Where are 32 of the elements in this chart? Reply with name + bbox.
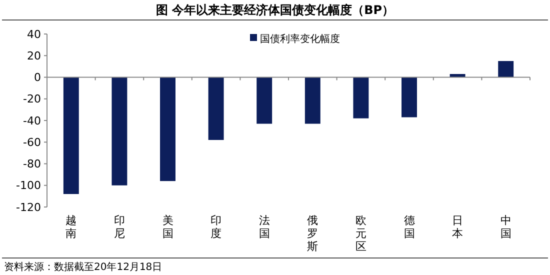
bar xyxy=(304,77,320,124)
x-tick-label: 越南 xyxy=(66,214,77,240)
bar xyxy=(498,61,514,78)
text: 资料来源：数据截至20年12月18日 xyxy=(4,261,162,273)
x-tick-label: 中国 xyxy=(500,214,512,240)
legend-label: 国债利率变化幅度 xyxy=(260,33,340,45)
x-tick-label: 日本 xyxy=(452,214,464,240)
bar xyxy=(450,74,466,78)
y-tick-label: 20 xyxy=(27,49,41,62)
bar xyxy=(208,77,224,140)
x-tick-label: 印度 xyxy=(210,214,222,240)
bar xyxy=(112,77,128,186)
y-tick-label: -80 xyxy=(23,158,41,171)
y-tick-label: -120 xyxy=(16,200,41,214)
x-tick-label: 法国 xyxy=(258,214,270,240)
y-tick-label: -60 xyxy=(23,136,41,149)
y-tick-label: 0 xyxy=(34,71,41,84)
chart-title: 图 今年以来主要经济体国债变化幅度（BP） xyxy=(156,3,394,17)
y-tick-label: 40 xyxy=(27,28,41,41)
y-tick-label: -40 xyxy=(23,114,41,128)
bar xyxy=(353,77,369,118)
bar xyxy=(63,77,79,194)
x-tick-label: 美国 xyxy=(162,214,174,240)
x-tick-label: 俄罗斯 xyxy=(307,214,318,253)
y-tick-label: -20 xyxy=(23,92,41,106)
x-tick-label: 欧元区 xyxy=(355,214,366,253)
x-tick-label: 印尼 xyxy=(114,214,125,240)
x-tick-label: 德国 xyxy=(404,214,415,240)
bar xyxy=(256,77,272,124)
bar xyxy=(402,77,417,118)
y-tick-label: -100 xyxy=(16,179,41,192)
bar xyxy=(160,77,176,182)
